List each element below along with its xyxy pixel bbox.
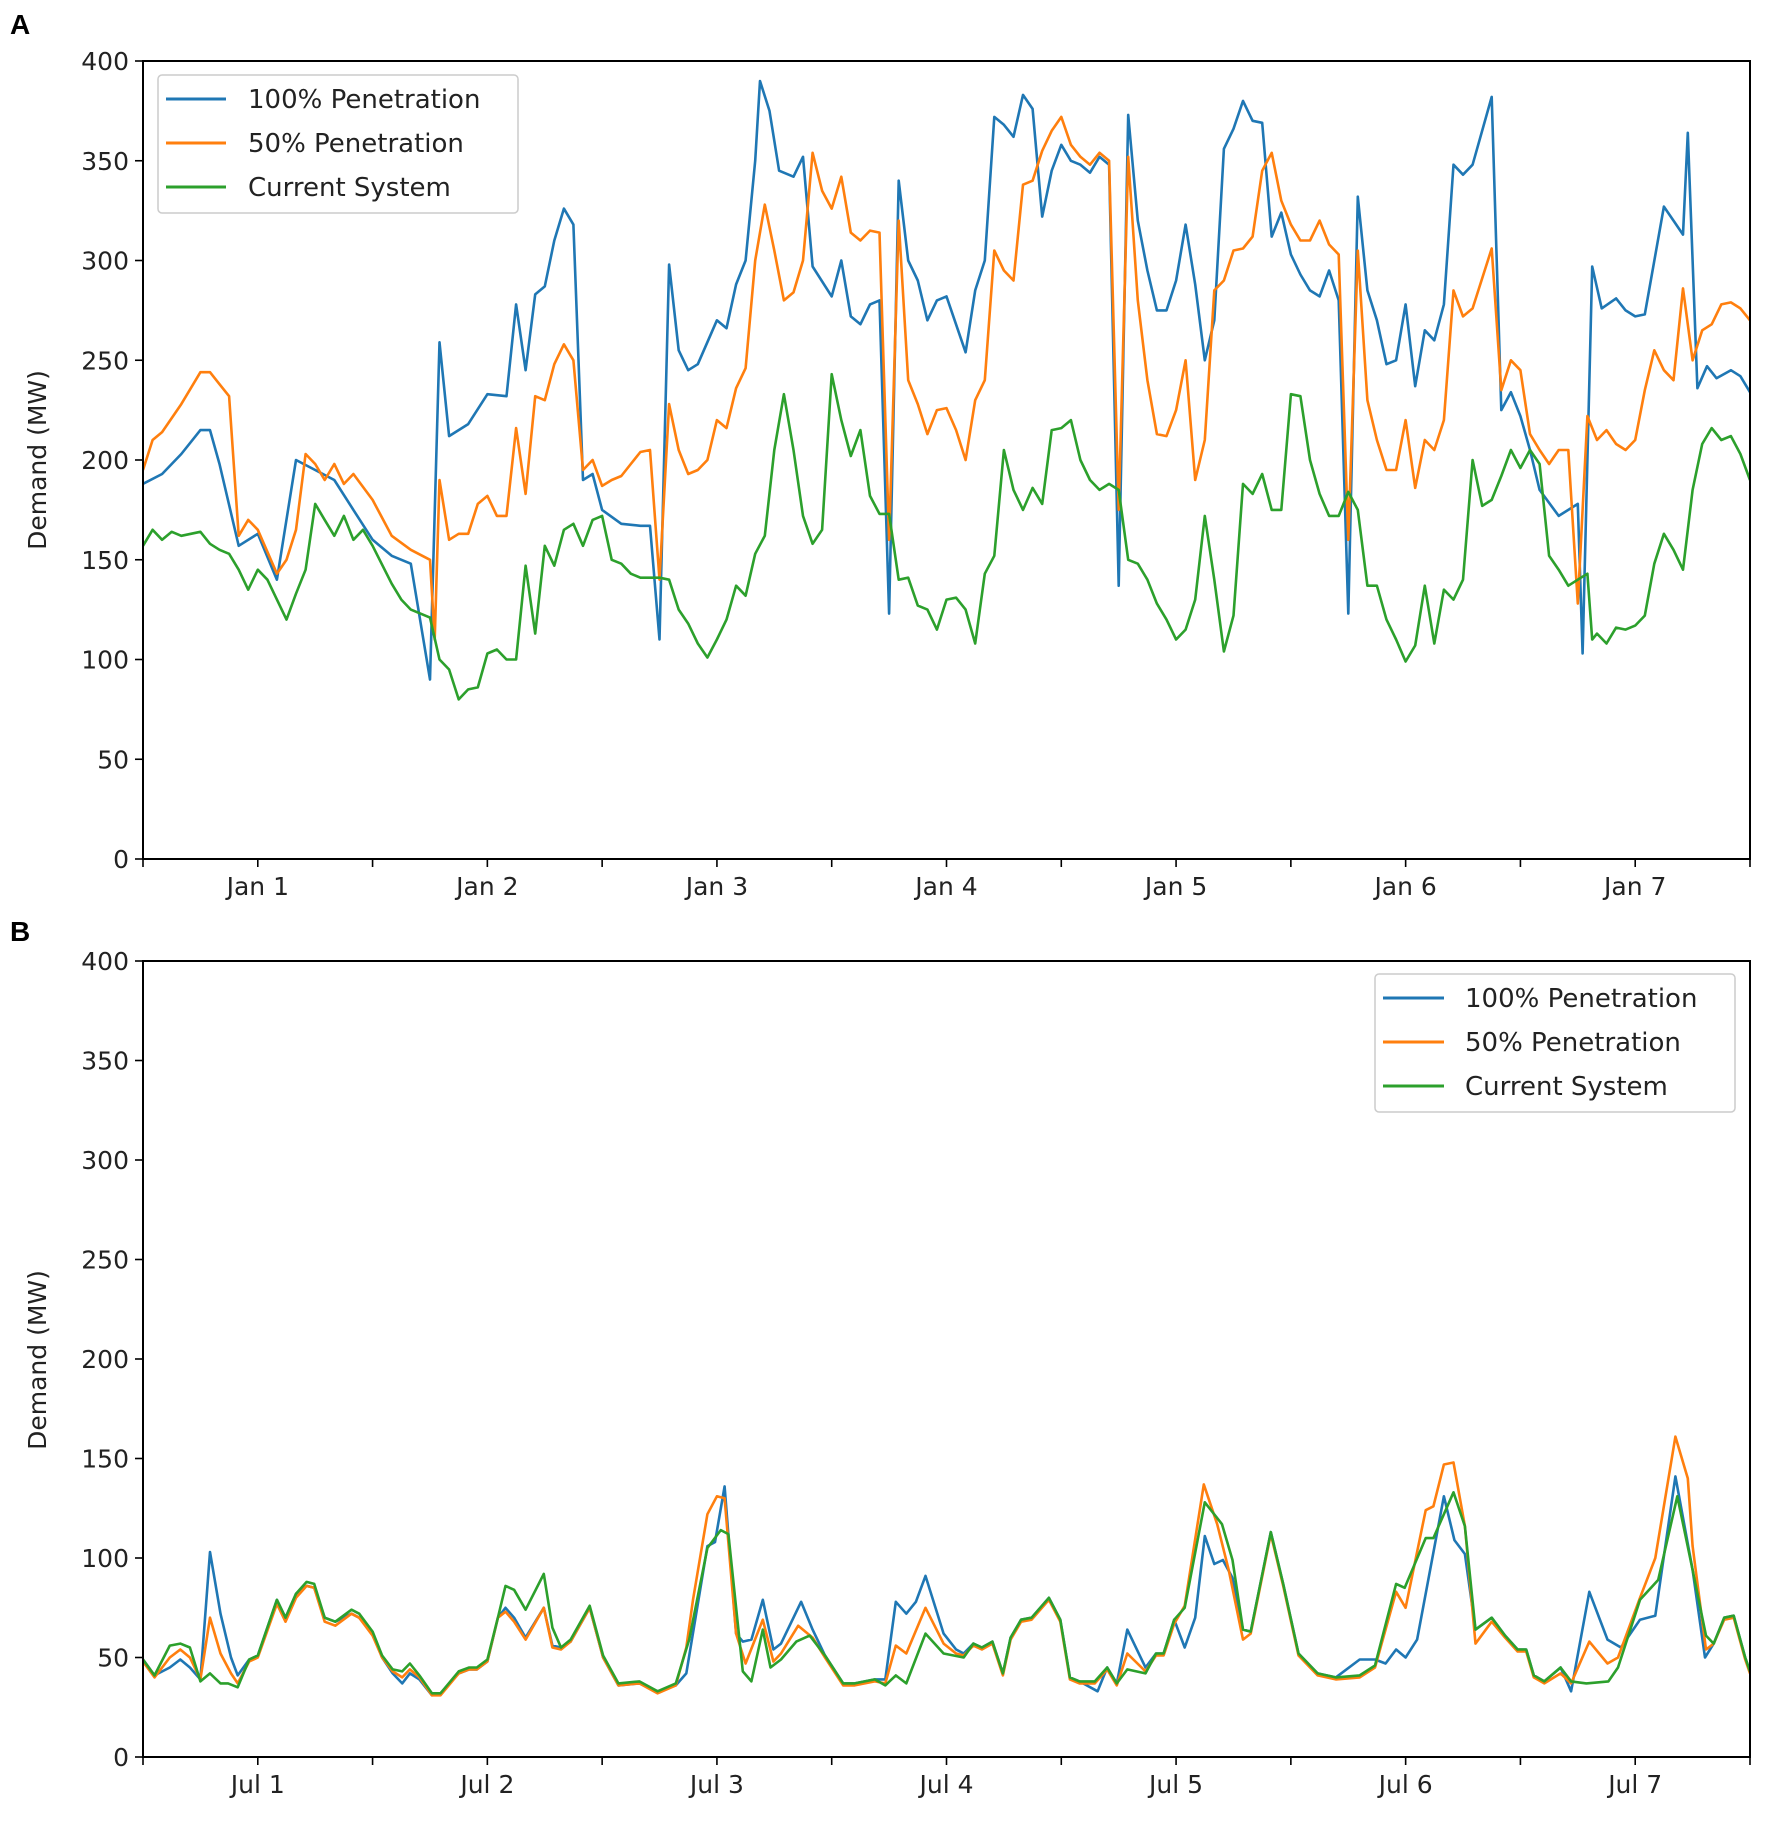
y-tick-label: 400 bbox=[81, 47, 129, 76]
legend-label-100: 100% Penetration bbox=[248, 85, 480, 115]
x-tick-label: Jul 1 bbox=[229, 1770, 285, 1799]
x-tick-label: Jul 3 bbox=[688, 1770, 744, 1799]
legend-label-100: 100% Penetration bbox=[1465, 984, 1697, 1014]
x-tick-label: Jan 4 bbox=[913, 872, 977, 901]
x-tick-label: Jul 5 bbox=[1147, 1770, 1203, 1799]
y-tick-label: 400 bbox=[81, 947, 129, 976]
y-tick-label: 250 bbox=[81, 346, 129, 375]
y-tick-label: 50 bbox=[97, 745, 129, 774]
legend-frame bbox=[1374, 973, 1736, 1113]
series-line-current-system bbox=[143, 1491, 1750, 1695]
x-tick-label: Jan 3 bbox=[684, 872, 748, 901]
x-tick-label: Jan 6 bbox=[1372, 872, 1436, 901]
y-tick-label: 300 bbox=[81, 1146, 129, 1175]
legend-label-current: Current System bbox=[248, 173, 451, 203]
legend-frame bbox=[157, 74, 519, 214]
series-line-current-system bbox=[143, 372, 1750, 701]
panel-label-a: A bbox=[10, 9, 30, 40]
y-tick-label: 350 bbox=[81, 1047, 129, 1076]
y-tick-label: 250 bbox=[81, 1246, 129, 1275]
y-tick-label: 50 bbox=[97, 1644, 129, 1673]
y-tick-label: 0 bbox=[113, 1743, 129, 1772]
x-tick-label: Jul 4 bbox=[917, 1770, 973, 1799]
legend-label-50: 50% Penetration bbox=[248, 129, 464, 159]
panel-label-b: B bbox=[10, 916, 30, 947]
legend-a: 100% Penetration 50% Penetration Current… bbox=[157, 74, 519, 214]
y-tick-label: 100 bbox=[81, 1544, 129, 1573]
x-tick-label: Jul 6 bbox=[1377, 1770, 1433, 1799]
y-axis-title-a: Demand (MW) bbox=[23, 370, 52, 550]
legend-b: 100% Penetration 50% Penetration Current… bbox=[1374, 973, 1736, 1113]
y-tick-label: 350 bbox=[81, 147, 129, 176]
panel-a: 0 50 100 150 200 250 300 350 400 Jan 1 Jan 2 Jan 3 J… bbox=[81, 47, 1751, 901]
legend-label-50: 50% Penetration bbox=[1465, 1028, 1681, 1058]
x-tick-label: Jul 2 bbox=[458, 1770, 514, 1799]
y-tick-label: 0 bbox=[113, 845, 129, 874]
y-tick-label: 150 bbox=[81, 1445, 129, 1474]
panel-b: 0 50 100 150 200 250 300 350 400 Jul 1 Jul 2 Jul 3 J… bbox=[81, 947, 1751, 1799]
series-line-100-penetration bbox=[143, 1475, 1750, 1697]
x-tick-label: Jan 5 bbox=[1143, 872, 1207, 901]
y-axis-title-b: Demand (MW) bbox=[23, 1270, 52, 1450]
x-tick-label: Jan 1 bbox=[225, 872, 289, 901]
y-tick-label: 200 bbox=[81, 1345, 129, 1374]
series-lines bbox=[143, 1435, 1750, 1697]
series-lines bbox=[143, 79, 1750, 701]
legend-label-current: Current System bbox=[1465, 1072, 1668, 1102]
series-line-50-penetration bbox=[143, 115, 1750, 641]
x-tick-label: Jan 2 bbox=[454, 872, 518, 901]
y-tick-label: 300 bbox=[81, 247, 129, 276]
x-tick-label: Jan 7 bbox=[1602, 872, 1666, 901]
series-line-100-penetration bbox=[143, 79, 1750, 681]
x-tick-label: Jul 7 bbox=[1606, 1770, 1662, 1799]
y-tick-label: 150 bbox=[81, 546, 129, 575]
y-tick-label: 200 bbox=[81, 446, 129, 475]
y-tick-label: 100 bbox=[81, 646, 129, 675]
